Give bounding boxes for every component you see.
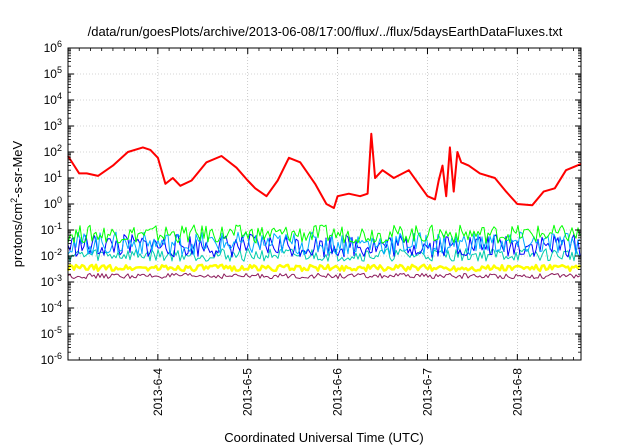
- x-axis-label: Coordinated Universal Time (UTC): [224, 430, 423, 445]
- y-tick-label: 104: [44, 91, 62, 107]
- y-tick-label-exponent: 6: [57, 39, 62, 49]
- series-line-1: [67, 224, 581, 244]
- series-line-6: [67, 272, 581, 280]
- y-axis-label-sup: 2: [9, 198, 19, 203]
- y-tick-label: 102: [44, 143, 62, 159]
- x-tick-label: 2013-6-7: [420, 368, 434, 416]
- x-axis: 2013-6-4 2013-6-5 2013-6-6 2013-6-7 2013-6-8: [78, 48, 574, 416]
- y-tick-label: 10-1: [41, 221, 62, 237]
- y-tick-label-base: 10: [44, 197, 58, 211]
- y-tick-label: 10-2: [41, 247, 62, 263]
- y-tick-label: 101: [44, 169, 62, 185]
- y-tick-label: 106: [44, 39, 62, 55]
- y-axis-label: protons/cm2-s-sr-MeV: [9, 140, 25, 267]
- series-line-4: [67, 248, 581, 262]
- y-tick-label: 100: [44, 195, 62, 211]
- x-tick-label: 2013-6-4: [151, 368, 165, 416]
- y-tick-label-exponent: 5: [57, 65, 62, 75]
- y-tick-label-base: 10: [41, 223, 55, 237]
- y-tick-label: 105: [44, 65, 62, 81]
- y-tick-label-exponent: -6: [54, 351, 62, 361]
- y-tick-label-base: 10: [44, 41, 58, 55]
- y-tick-label-base: 10: [44, 145, 58, 159]
- y-tick-label-exponent: -4: [54, 299, 62, 309]
- y-tick-label-base: 10: [41, 249, 55, 263]
- y-axis: 10610510410310210110010-110-210-310-410-…: [41, 39, 581, 367]
- series-line-5: [66, 263, 582, 273]
- series-line-3: [67, 231, 581, 256]
- y-tick-label-base: 10: [44, 93, 58, 107]
- y-tick-label-base: 10: [44, 171, 58, 185]
- y-tick-label-exponent: 2: [57, 143, 62, 153]
- y-tick-label: 10-5: [41, 325, 62, 341]
- y-tick-label-base: 10: [44, 67, 58, 81]
- y-tick-label-exponent: -3: [54, 273, 62, 283]
- plot-frame: [67, 47, 582, 361]
- y-tick-label-base: 10: [41, 327, 55, 341]
- y-tick-label-exponent: 3: [57, 117, 62, 127]
- series-group: [66, 132, 582, 280]
- x-tick-label: 2013-6-8: [510, 368, 524, 416]
- y-tick-label: 103: [44, 117, 62, 133]
- y-axis-label-tail: -s-sr-MeV: [10, 140, 25, 197]
- y-tick-label: 10-3: [41, 273, 62, 289]
- y-tick-label-exponent: 4: [57, 91, 62, 101]
- y-tick-label-exponent: -1: [54, 221, 62, 231]
- y-tick-label-base: 10: [41, 301, 55, 315]
- y-tick-label-base: 10: [44, 119, 58, 133]
- y-tick-label-exponent: 1: [57, 169, 62, 179]
- x-tick-label: 2013-6-6: [331, 368, 345, 416]
- y-tick-label-base: 10: [41, 353, 55, 367]
- y-tick-label-exponent: 0: [57, 195, 62, 205]
- y-tick-label: 10-4: [41, 299, 62, 315]
- y-tick-label-exponent: -5: [54, 325, 62, 335]
- grid: [68, 48, 581, 360]
- chart-title: /data/run/goesPlots/archive/2013-06-08/1…: [88, 24, 563, 39]
- y-axis-label-base: protons/cm: [10, 203, 25, 267]
- series-line-0: [67, 132, 582, 209]
- y-tick-label-exponent: -2: [54, 247, 62, 257]
- y-tick-label-base: 10: [41, 275, 55, 289]
- x-tick-label: 2013-6-5: [241, 368, 255, 416]
- y-tick-label: 10-6: [41, 351, 62, 367]
